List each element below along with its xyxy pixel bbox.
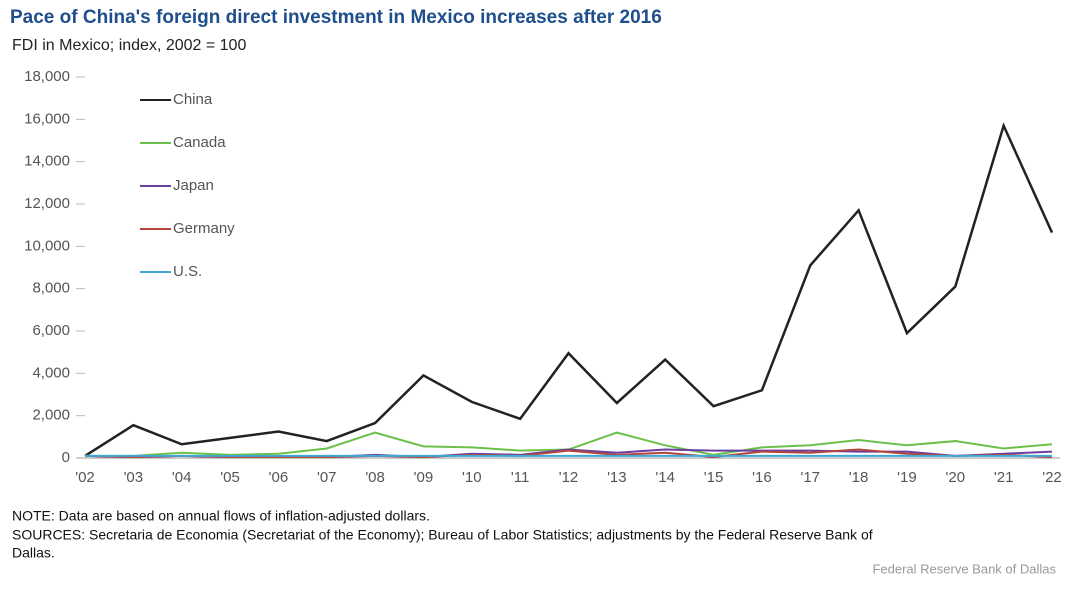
x-tick-label: '09: [414, 469, 434, 486]
x-tick-label: '02: [75, 469, 95, 486]
x-tick-label: '16: [752, 469, 772, 486]
x-tick-label: '14: [655, 469, 675, 486]
y-tick-label: 8,000: [32, 280, 70, 297]
series-line: [84, 122, 1054, 457]
sources: SOURCES: Secretaria de Economia (Secreta…: [12, 527, 873, 543]
chart-title: Pace of China's foreign direct investmen…: [10, 7, 662, 28]
legend-label: China: [173, 91, 213, 108]
y-tick-label: 2,000: [32, 407, 70, 424]
y-tick-label: 18,000: [24, 68, 70, 85]
x-tick-label: '19: [897, 469, 917, 486]
legend-label: Canada: [173, 134, 226, 151]
y-tick-label: 14,000: [24, 153, 70, 170]
x-tick-label: '11: [511, 469, 529, 486]
y-tick-label: 16,000: [24, 110, 70, 127]
x-tick-label: '20: [946, 469, 966, 486]
x-tick-label: '17: [800, 469, 820, 486]
y-tick-label: 6,000: [32, 322, 70, 339]
x-tick-label: '15: [704, 469, 724, 486]
chart-subtitle: FDI in Mexico; index, 2002 = 100: [12, 37, 246, 54]
note: NOTE: Data are based on annual flows of …: [12, 508, 430, 524]
x-tick-label: '21: [994, 469, 1014, 486]
y-tick-label: 4,000: [32, 364, 70, 381]
x-tick-label: '13: [607, 469, 627, 486]
x-tick-label: '07: [317, 469, 337, 486]
x-tick-label: '04: [172, 469, 192, 486]
y-tick-label: 0: [62, 449, 70, 466]
credit: Federal Reserve Bank of Dallas: [872, 561, 1056, 576]
x-tick-label: '08: [365, 469, 385, 486]
legend-label: Germany: [173, 220, 235, 237]
x-tick-label: '18: [849, 469, 869, 486]
x-tick-label: '05: [220, 469, 240, 486]
x-tick-label: '22: [1042, 469, 1062, 486]
series-line: [84, 448, 1053, 458]
x-tick-label: '10: [462, 469, 482, 486]
x-tick-label: '03: [124, 469, 144, 486]
sources: Dallas.: [12, 545, 55, 561]
x-tick-label: '06: [269, 469, 289, 486]
legend-label: U.S.: [173, 263, 202, 280]
legend-label: Japan: [173, 177, 214, 194]
y-tick-label: 10,000: [24, 237, 70, 254]
x-tick-label: '12: [559, 469, 579, 486]
y-tick-label: 12,000: [24, 195, 70, 212]
